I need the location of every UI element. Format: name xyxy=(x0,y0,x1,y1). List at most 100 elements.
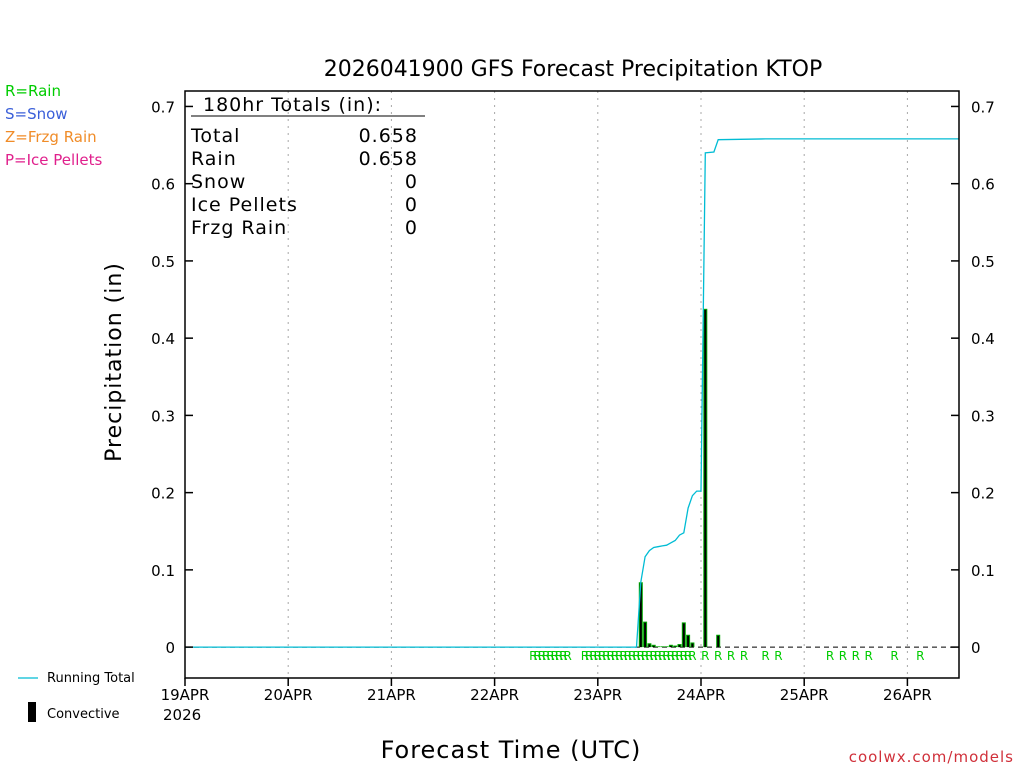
rain-marker: R xyxy=(564,649,572,663)
rain-marker: R xyxy=(650,649,658,663)
precip-bar-outline xyxy=(673,645,678,648)
x-tick-label: 20APR xyxy=(264,686,313,704)
rain-marker: R xyxy=(589,649,597,663)
rain-marker: R xyxy=(585,649,593,663)
convective-bar xyxy=(648,644,651,648)
rain-marker: R xyxy=(615,649,623,663)
rain-marker: R xyxy=(701,649,709,663)
totals-box: 180hr Totals (in): Total 0.658 Rain 0.658 Sn… xyxy=(190,94,425,239)
rain-marker: R xyxy=(654,649,662,663)
running-total-series xyxy=(185,138,959,648)
rain-marker: R xyxy=(740,649,748,663)
rain-marker: R xyxy=(555,649,563,663)
rain-marker: R xyxy=(671,649,679,663)
legend-item-z: Z=Frzg Rain xyxy=(5,128,97,146)
rain-marker: R xyxy=(628,649,636,663)
rain-marker: R xyxy=(546,649,554,663)
x-tick-label: 24APR xyxy=(677,686,726,704)
y-tick-label-right: 0.7 xyxy=(971,98,995,116)
x-axis-label: Forecast Time (UTC) xyxy=(381,736,642,764)
totals-row-label: Snow xyxy=(191,171,246,193)
convective-bar xyxy=(682,623,685,648)
rain-marker: R xyxy=(559,649,567,663)
convective-bar xyxy=(687,635,690,648)
convective-bar xyxy=(652,645,655,648)
convective-bar xyxy=(644,622,647,648)
convective-bar xyxy=(704,309,707,648)
rain-marker: R xyxy=(581,649,589,663)
rain-marker: R xyxy=(727,649,735,663)
x-tick-label: 25APR xyxy=(780,686,829,704)
y-axis-right: 0.7 0.6 0.5 0.4 0.3 0.2 0.1 0 xyxy=(951,98,995,657)
rain-marker: R xyxy=(865,649,873,663)
y-tick-label-right: 0.1 xyxy=(971,562,995,580)
legend-item-s: S=Snow xyxy=(5,105,68,123)
rain-marker: R xyxy=(675,649,683,663)
precip-type-legend: R=Rain S=Snow Z=Frzg Rain P=Ice Pellets xyxy=(5,82,102,169)
rain-marker: R xyxy=(594,649,602,663)
rain-marker: R xyxy=(688,649,696,663)
rain-marker: R xyxy=(684,649,692,663)
series-legend: Running Total Convective xyxy=(18,671,135,722)
y-tick-label: 0.1 xyxy=(151,562,175,580)
rain-marker: R xyxy=(619,649,627,663)
precip-bar-outline xyxy=(656,646,660,648)
y-tick-label-right: 0.2 xyxy=(971,485,995,503)
y-tick-label: 0.4 xyxy=(151,330,175,348)
precip-bar-outline xyxy=(664,646,669,648)
y-tick-label-right: 0 xyxy=(971,639,981,657)
rain-marker: R xyxy=(624,649,632,663)
totals-row-value: 0 xyxy=(405,217,418,239)
totals-row-label: Total xyxy=(190,125,240,147)
rain-marker: R xyxy=(890,649,898,663)
running-total-legend-label: Running Total xyxy=(47,671,135,686)
precip-bar-outline xyxy=(660,646,665,648)
x-tick-label: 21APR xyxy=(367,686,416,704)
rain-marker: R xyxy=(714,649,722,663)
totals-row-value: 0.658 xyxy=(359,125,418,147)
grid xyxy=(185,91,959,678)
rain-marker: R xyxy=(826,649,834,663)
convective-legend-swatch xyxy=(28,702,36,722)
rain-marker: R xyxy=(607,649,615,663)
rain-marker: R xyxy=(611,649,619,663)
convective-bars xyxy=(638,308,721,648)
rain-marker: R xyxy=(761,649,769,663)
rain-marker: R xyxy=(916,649,924,663)
convective-bar xyxy=(669,645,672,648)
y-tick-label: 0.2 xyxy=(151,485,175,503)
x-tick-label: 22APR xyxy=(470,686,519,704)
rain-marker: R xyxy=(542,649,550,663)
rain-marker: R xyxy=(774,649,782,663)
running-total-line xyxy=(185,138,959,648)
totals-row-value: 0.658 xyxy=(359,148,418,170)
y-tick-label: 0.7 xyxy=(151,98,175,116)
rain-marker: R xyxy=(658,649,666,663)
x-tick-label: 23APR xyxy=(573,686,622,704)
y-tick-label-right: 0.6 xyxy=(971,176,995,194)
convective-legend-label: Convective xyxy=(47,707,120,722)
y-axis-left: 0.7 0.6 0.5 0.4 0.3 0.2 0.1 0 xyxy=(151,98,193,657)
rain-marker: R xyxy=(852,649,860,663)
totals-row-value: 0 xyxy=(405,171,418,193)
rain-marker: R xyxy=(637,649,645,663)
legend-item-p: P=Ice Pellets xyxy=(5,151,102,169)
rain-marker: R xyxy=(533,649,541,663)
rain-marker: R xyxy=(602,649,610,663)
rain-marker: R xyxy=(632,649,640,663)
chart-title: 2026041900 GFS Forecast Precipitation KT… xyxy=(324,57,823,82)
y-tick-label: 0.6 xyxy=(151,176,175,194)
rain-marker: R xyxy=(551,649,559,663)
convective-bar xyxy=(639,583,642,648)
convective-bar xyxy=(717,635,720,648)
convective-bar xyxy=(678,645,681,648)
x-axis: 19APR 20APR 21APR 22APR 23APR 24APR 25APR 26APR xyxy=(161,678,932,704)
plot-frame xyxy=(184,90,960,679)
y-tick-label: 0 xyxy=(165,639,175,657)
totals-row-value: 0 xyxy=(405,194,418,216)
totals-row-label: Ice Pellets xyxy=(191,194,298,216)
rain-marker: R xyxy=(662,649,670,663)
totals-row-label: Frzg Rain xyxy=(191,217,287,239)
y-tick-label-right: 0.3 xyxy=(971,407,995,425)
